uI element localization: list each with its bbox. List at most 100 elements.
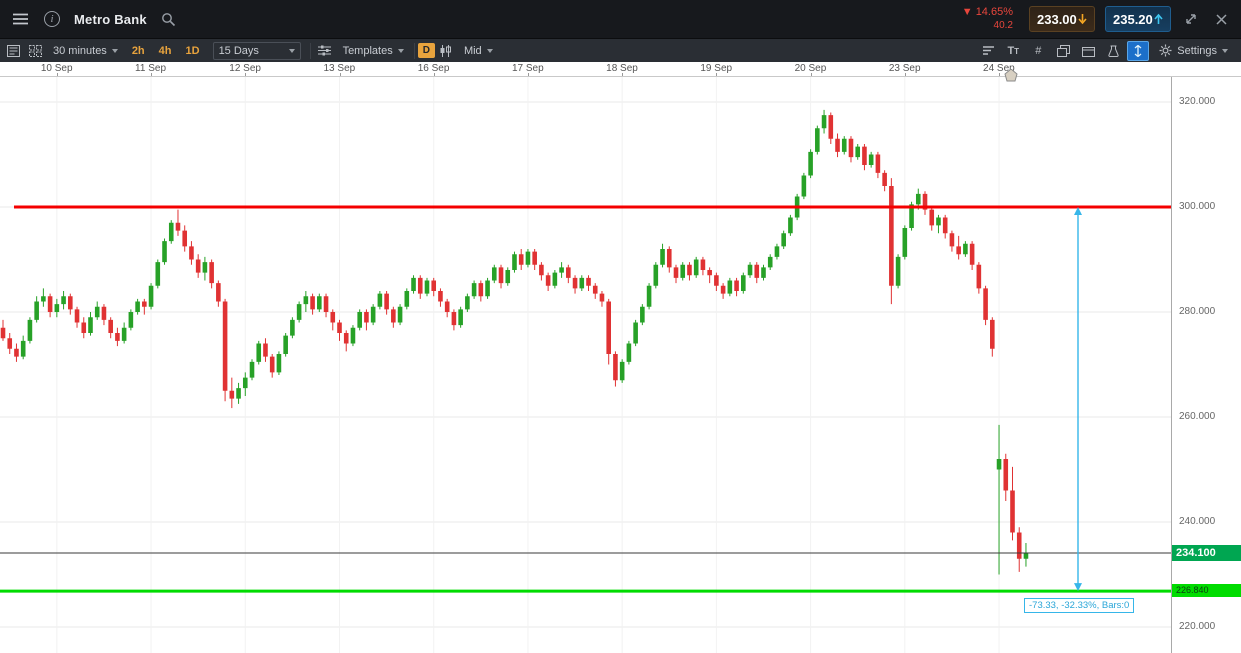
interval-label: 30 minutes [53, 44, 107, 57]
price-type-dropdown[interactable]: Mid [457, 39, 500, 63]
candle-body [828, 115, 834, 139]
quick-interval-4h[interactable]: 4h [158, 44, 172, 57]
instrument-info-button[interactable]: i [42, 9, 62, 29]
windows-button[interactable] [1077, 41, 1099, 61]
candle-body [592, 285, 598, 294]
candle-body [895, 256, 901, 286]
topbar-right: ▼ 14.65% 40.2 233.00 235.20 [962, 6, 1231, 32]
analysis-button[interactable] [1102, 41, 1124, 61]
candle-body [902, 228, 908, 257]
candle-body [747, 264, 753, 276]
gear-icon [1159, 44, 1172, 57]
candle-body [841, 138, 847, 152]
candle-body [613, 354, 618, 381]
candle-body [626, 343, 632, 362]
indicators-button[interactable] [977, 41, 999, 61]
crosshair-grid-button[interactable]: # [1027, 41, 1049, 61]
candle-body [754, 264, 760, 278]
candle-body [41, 296, 46, 302]
candle-body [559, 267, 564, 273]
candle-body [61, 296, 66, 305]
chevron-down-icon [486, 48, 493, 53]
search-button[interactable] [159, 9, 179, 29]
candle-body [330, 312, 336, 323]
candle-body [303, 296, 309, 305]
templates-dropdown[interactable]: Templates [336, 39, 411, 63]
interval-dropdown[interactable]: 30 minutes [46, 39, 125, 63]
candle-body [512, 254, 517, 270]
range-select[interactable]: 15 Days [212, 41, 301, 60]
candle-body [680, 264, 686, 278]
candle-body [599, 293, 605, 302]
candle-body [693, 259, 699, 276]
toolbar-separator [309, 42, 311, 59]
measure-tool-button[interactable] [1127, 40, 1150, 61]
candle-body [168, 222, 174, 242]
candlestick-plot[interactable] [0, 77, 1171, 653]
topbar: i Metro Bank ▼ 14.65% 40.2 233.00 235.20 [0, 0, 1241, 38]
candle-body [276, 354, 282, 373]
candle-body [242, 377, 248, 389]
date-axis[interactable]: 10 Sep 11 Sep 12 Sep 13 Sep 16 Sep 17 Sep 18 S… [0, 62, 1241, 77]
quick-interval-1d[interactable]: 1D [185, 44, 200, 57]
candle-body [128, 312, 134, 328]
chart-area[interactable]: 10 Sep 11 Sep 12 Sep 13 Sep 16 Sep 17 Sep 18 S… [0, 62, 1241, 653]
measure-anchor-icon[interactable] [1004, 68, 1018, 87]
candle-body [397, 306, 403, 323]
candle-body [343, 333, 349, 344]
document-lines-icon [6, 44, 20, 57]
candle-body [875, 154, 881, 173]
candle-body [572, 277, 578, 289]
date-tick-mark [999, 73, 1001, 76]
measure-tool-label[interactable]: -73.33, -32.33%, Bars:0 [1024, 598, 1135, 614]
date-tick-label: 10 Sep [40, 63, 73, 74]
candle-body [337, 322, 342, 333]
candle-body [774, 246, 780, 257]
period-day-badge[interactable]: D [417, 43, 435, 58]
date-tick-mark [904, 73, 906, 76]
candle-body [68, 296, 73, 310]
candle-body [142, 301, 147, 307]
layers-button[interactable] [1052, 41, 1074, 61]
price-type-label: Mid [463, 44, 482, 57]
candle-body [868, 154, 874, 165]
buy-button[interactable]: 235.20 [1105, 6, 1171, 32]
chart-style-button[interactable] [435, 41, 457, 61]
candle-body [121, 327, 127, 341]
close-window-button[interactable] [1211, 9, 1231, 29]
layers-icon [1056, 44, 1070, 57]
grid-layout-button[interactable] [24, 41, 46, 61]
price-tick-label: 280.000 [1179, 306, 1216, 317]
text-tool-button[interactable]: TT [1002, 41, 1024, 61]
candle-body [761, 267, 766, 278]
chevron-down-icon [1222, 48, 1228, 53]
candle-body [202, 262, 208, 273]
expand-window-button[interactable] [1181, 9, 1201, 29]
candle-body [391, 309, 396, 323]
settings-dropdown[interactable]: Settings [1152, 39, 1235, 63]
date-tick-label: 24 Sep [983, 63, 1015, 74]
expand-icon [1186, 14, 1196, 24]
candle-body [889, 186, 894, 286]
price-tick-label: 240.000 [1179, 516, 1216, 527]
menu-button[interactable] [10, 9, 30, 29]
candle-body [431, 280, 437, 291]
candle-body [909, 204, 914, 228]
candle-body [983, 288, 988, 320]
date-tick-label: 19 Sep [700, 63, 733, 74]
candle-body [350, 327, 356, 344]
chart-list-button[interactable] [2, 41, 24, 61]
candle-body [148, 285, 154, 307]
sell-button[interactable]: 233.00 [1029, 6, 1095, 32]
candle-body [801, 175, 807, 197]
quick-interval-2h[interactable]: 2h [131, 44, 145, 57]
arrow-up-icon [1154, 13, 1163, 24]
candle-body [666, 249, 672, 268]
measure-tool-icon [1134, 44, 1142, 57]
price-axis[interactable]: 234.100 226.840 320.000 300.000 280.000 260… [1171, 77, 1241, 653]
templates-icon-button[interactable] [314, 41, 336, 61]
chart-toolbar: 30 minutes 2h 4h 1D 15 Days Templates D … [0, 38, 1241, 62]
price-change: ▼ 14.65% 40.2 [962, 6, 1013, 32]
candle-body [115, 333, 120, 341]
candle-body [155, 262, 161, 286]
